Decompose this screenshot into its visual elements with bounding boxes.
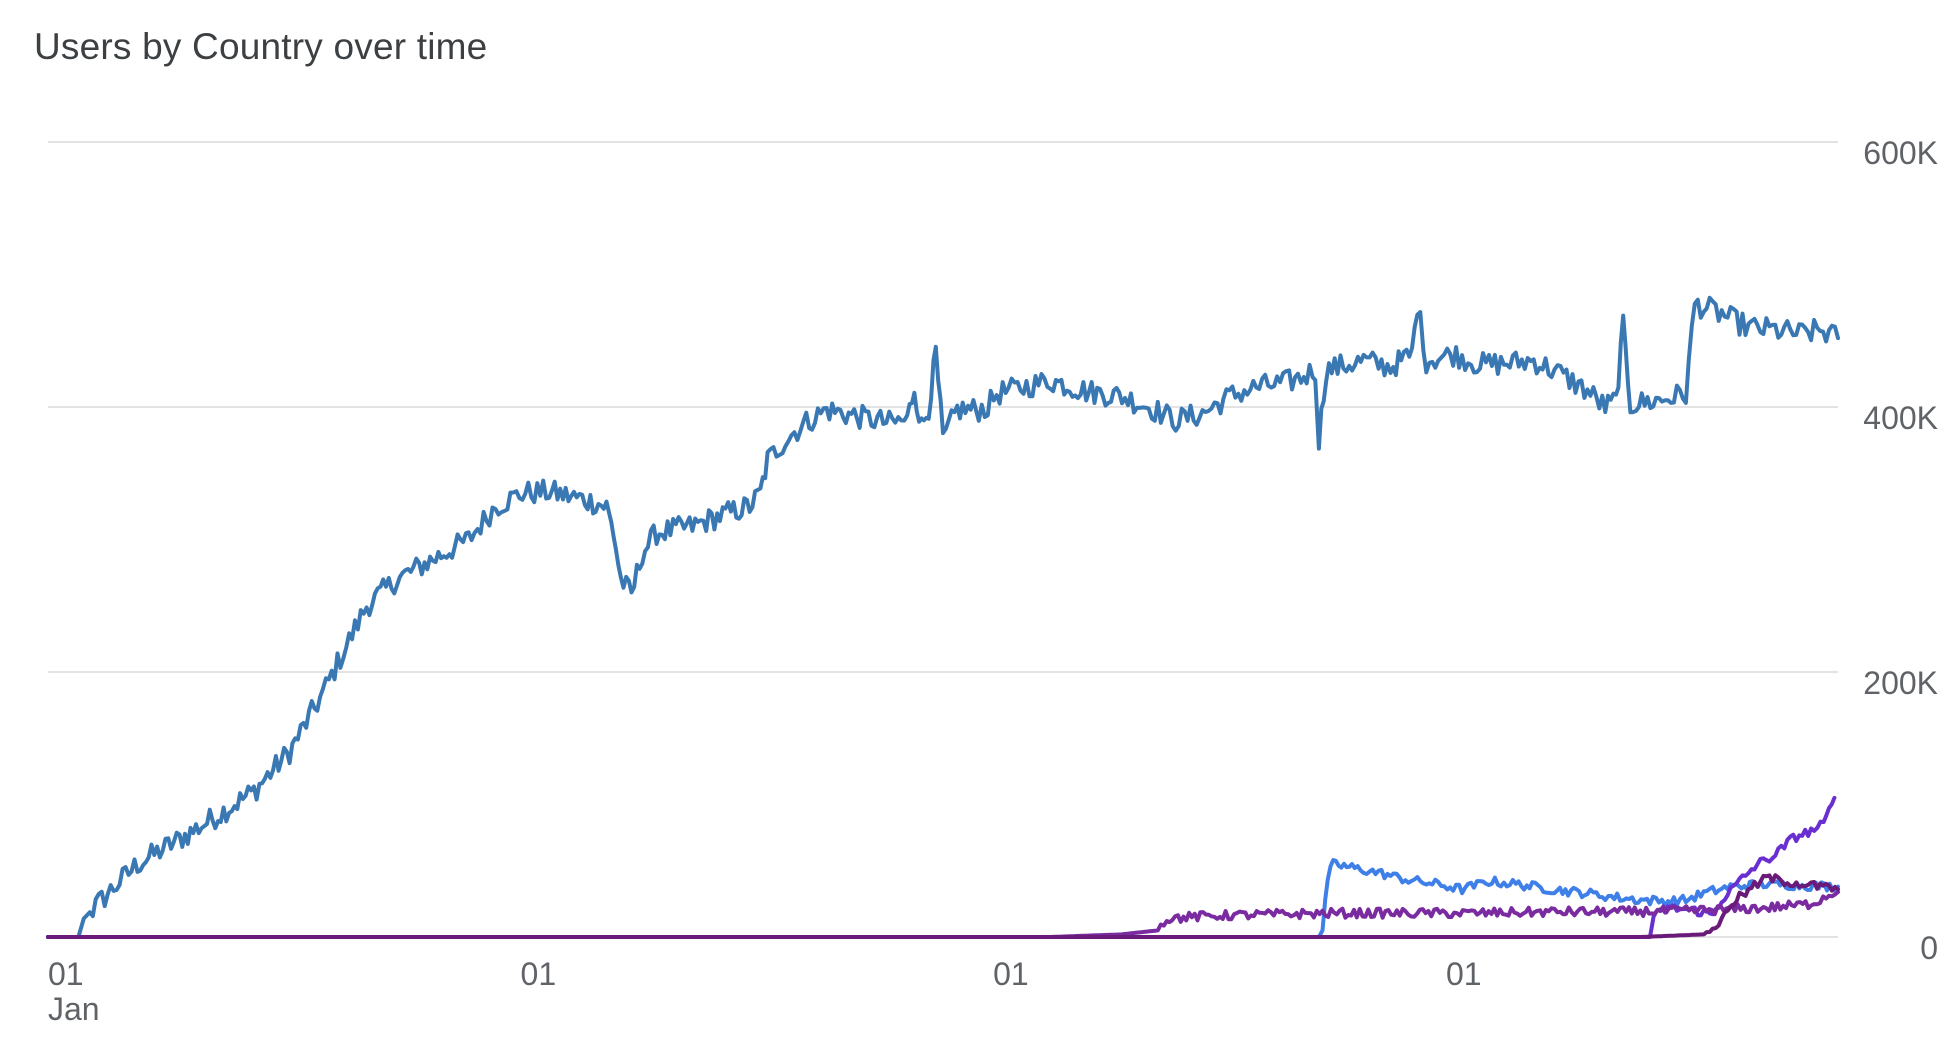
x-tick-label: 01 bbox=[521, 956, 557, 992]
x-tick-label: 01 bbox=[993, 956, 1029, 992]
y-tick-label: 200K bbox=[1863, 665, 1938, 701]
x-tick-label: 01 bbox=[48, 956, 84, 992]
series-line-2 bbox=[46, 858, 1840, 939]
series-line-5 bbox=[46, 873, 1840, 939]
series-line-4 bbox=[46, 890, 1840, 939]
y-axis-ticks: 0 200K 400K 600K bbox=[1863, 135, 1938, 966]
x-tick-sublabel: Jan bbox=[48, 991, 100, 1027]
grid-layer bbox=[48, 141, 1838, 938]
y-tick-label: 600K bbox=[1863, 135, 1938, 171]
series-layer bbox=[46, 295, 1840, 939]
y-tick-label: 400K bbox=[1863, 400, 1938, 436]
chart-title: Users by Country over time bbox=[34, 26, 488, 67]
x-tick-label: 01 bbox=[1446, 956, 1482, 992]
y-tick-label: 0 bbox=[1920, 930, 1938, 966]
series-line-1 bbox=[46, 295, 1840, 939]
series-line-3 bbox=[46, 795, 1837, 939]
